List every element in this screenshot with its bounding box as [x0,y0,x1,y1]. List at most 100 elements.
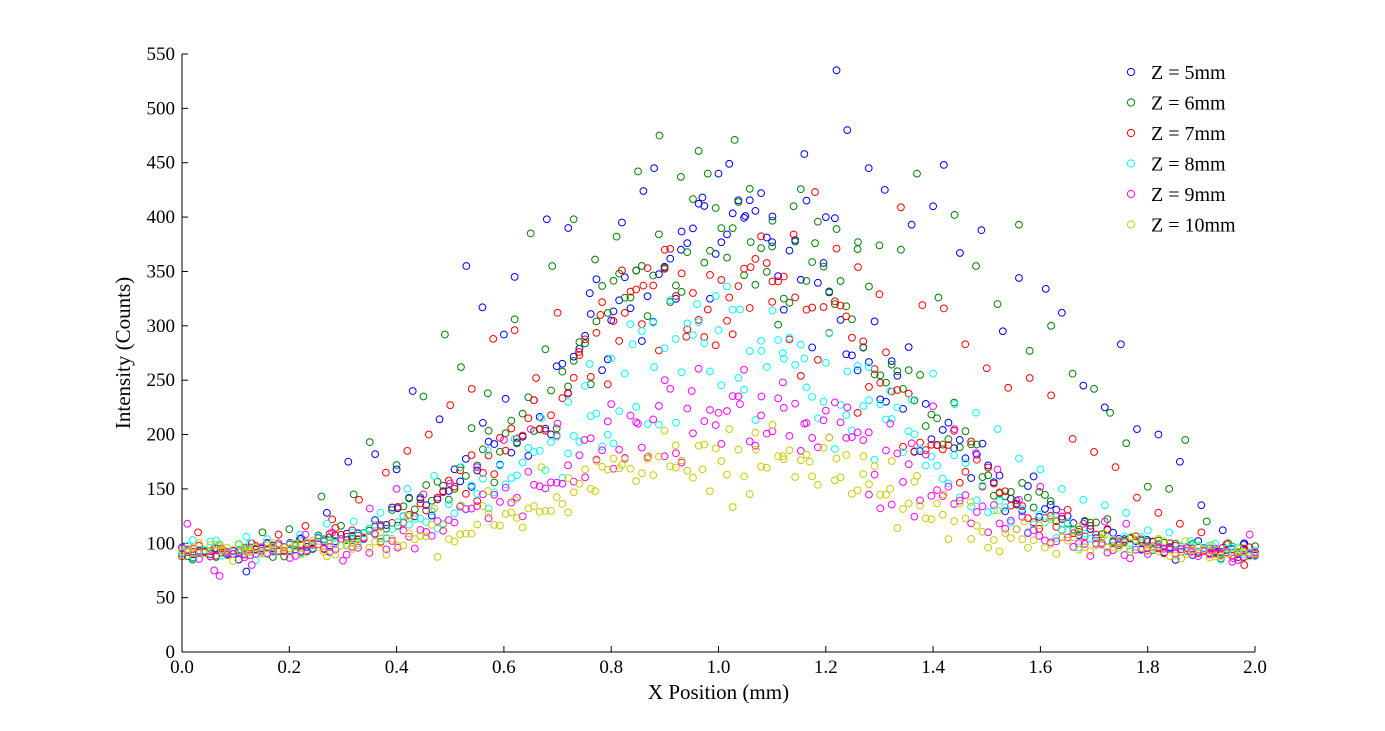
data-point [938,425,947,434]
data-point [808,258,817,266]
data-point [882,348,890,357]
data-point [927,515,936,524]
data-point [944,479,953,488]
data-point [1090,448,1098,456]
data-point [392,465,401,474]
data-point [864,363,873,372]
data-point [1197,501,1206,510]
data-point [1245,530,1254,539]
data-point [921,450,930,459]
data-point [530,448,538,456]
data-point [821,358,830,367]
data-point [1165,485,1174,493]
data-point [848,433,856,442]
data-point [934,293,943,302]
data-point [977,226,986,235]
data-point [490,440,499,448]
data-point [740,385,748,394]
data-point [365,548,374,557]
data-point [944,441,953,449]
data-point [548,262,557,270]
data-point [518,523,527,532]
data-point [450,509,459,518]
data-point [893,524,902,532]
data-point [598,446,607,455]
data-point [723,316,731,325]
data-point [1177,545,1186,553]
data-point [933,441,941,450]
data-point [842,411,851,420]
data-point [649,271,658,280]
data-point [711,292,720,300]
data-point [416,526,425,534]
data-point [524,451,533,460]
data-point [950,211,959,219]
data-point [785,298,794,307]
data-point [592,317,601,326]
data-point [489,334,498,343]
data-point [899,505,907,513]
data-point [730,135,739,144]
data-point [632,418,641,427]
data-point [569,432,578,440]
data-point [603,417,612,426]
data-point [547,506,555,515]
data-point [693,300,701,308]
data-point [1234,543,1242,552]
data-point [927,410,936,419]
data-point [258,528,267,537]
data-point [537,463,546,472]
data-point [1018,502,1027,511]
data-point [757,336,765,345]
data-point [830,398,839,407]
y-tick-label: 250 [147,370,176,391]
data-point [339,556,347,565]
data-point [650,363,659,372]
data-point [736,400,744,409]
data-point [745,347,754,355]
data-point [1202,517,1211,526]
data-point [853,408,862,417]
data-point [535,507,544,516]
data-point [982,364,991,373]
data-point [314,543,323,552]
data-point [921,461,930,470]
data-point [592,455,601,464]
data-point [200,549,209,558]
data-point [887,500,896,509]
data-point [1074,523,1082,531]
data-point [246,539,255,548]
data-point [297,549,306,558]
data-point [683,466,692,475]
data-point [706,406,714,414]
data-point [510,272,519,281]
data-point [864,164,873,173]
data-point [581,473,589,482]
data-point [558,479,567,488]
data-point [723,253,731,262]
data-point [388,534,396,543]
data-point [819,262,828,271]
data-point [626,293,635,302]
data-point [904,366,913,375]
data-point [830,300,839,309]
data-point [634,419,642,428]
data-point [768,306,777,315]
data-point [887,360,896,369]
data-point [694,441,703,450]
data-point [1240,561,1249,569]
data-point [1012,525,1021,534]
data-point [757,346,766,355]
data-point [1092,541,1100,550]
data-point [1200,545,1208,554]
data-point [955,443,964,452]
data-point [870,370,879,379]
data-point [403,485,412,493]
data-point [422,506,431,515]
data-point [689,195,697,204]
data-point [308,536,317,545]
data-point [620,293,629,302]
data-point [215,571,224,580]
data-point [950,500,959,508]
y-tick-label: 500 [147,98,176,119]
